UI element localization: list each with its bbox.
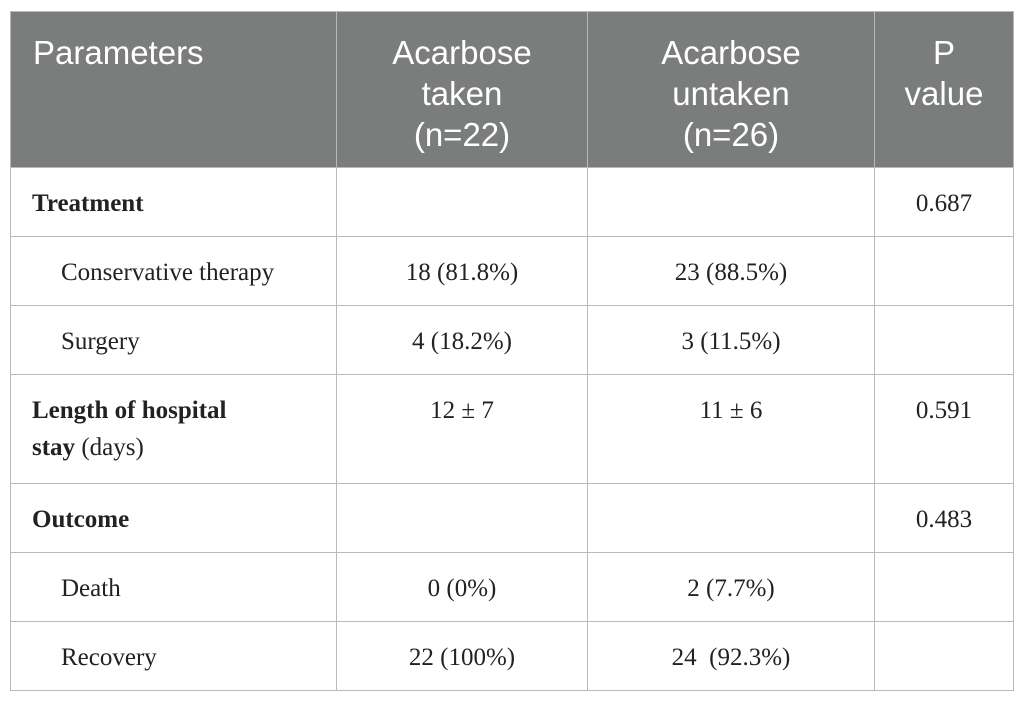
los-label-bold-2: stay <box>32 434 76 461</box>
cell-los-untaken: 11 ± 6 <box>587 374 875 484</box>
cell-los-taken: 12 ± 7 <box>336 374 588 484</box>
cell-los-p: 0.591 <box>874 374 1014 484</box>
table-row-recovery: Recovery 22 (100%) 24 (92.3%) <box>10 621 1014 691</box>
header-parameters: Parameters <box>10 11 337 168</box>
cell-recovery-taken: 22 (100%) <box>336 621 588 691</box>
row-label-length-of-stay: Length of hospital stay (days) <box>10 374 337 484</box>
header-p-line1: P <box>932 34 955 71</box>
cell-conservative-p <box>874 236 1014 306</box>
header-p-line2: value <box>904 75 984 112</box>
cell-treatment-p: 0.687 <box>874 167 1014 237</box>
los-label-unit: (days) <box>75 434 144 461</box>
row-label-death: Death <box>10 552 337 622</box>
cell-conservative-taken: 18 (81.8%) <box>336 236 588 306</box>
los-label-bold-1: Length of hospital <box>32 397 227 424</box>
header-taken-line1: Acarbose <box>392 34 532 71</box>
header-acarbose-taken: Acarbose taken (n=22) <box>336 11 588 168</box>
cell-outcome-untaken <box>587 483 875 553</box>
table-row-death: Death 0 (0%) 2 (7.7%) <box>10 552 1014 622</box>
cell-treatment-untaken <box>587 167 875 237</box>
row-label-surgery: Surgery <box>10 305 337 375</box>
header-parameters-text: Parameters <box>33 34 204 71</box>
cell-death-p <box>874 552 1014 622</box>
header-row: Parameters Acarbose taken (n=22) Acarbos… <box>10 11 1014 168</box>
header-untaken-line3: (n=26) <box>682 116 780 153</box>
table-header: Parameters Acarbose taken (n=22) Acarbos… <box>10 11 1014 168</box>
results-table: Parameters Acarbose taken (n=22) Acarbos… <box>10 11 1014 691</box>
header-p-value: P value <box>874 11 1014 168</box>
cell-outcome-taken <box>336 483 588 553</box>
cell-treatment-taken <box>336 167 588 237</box>
row-label-conservative-therapy: Conservative therapy <box>10 236 337 306</box>
cell-death-taken: 0 (0%) <box>336 552 588 622</box>
cell-recovery-untaken: 24 (92.3%) <box>587 621 875 691</box>
row-label-recovery: Recovery <box>10 621 337 691</box>
cell-outcome-p: 0.483 <box>874 483 1014 553</box>
header-acarbose-untaken: Acarbose untaken (n=26) <box>587 11 875 168</box>
row-label-outcome: Outcome <box>10 483 337 553</box>
cell-surgery-untaken: 3 (11.5%) <box>587 305 875 375</box>
row-label-treatment: Treatment <box>10 167 337 237</box>
table-body: Treatment 0.687 Conservative therapy 18 … <box>10 167 1014 691</box>
header-taken-line3: (n=22) <box>413 116 511 153</box>
table-row-length-of-stay: Length of hospital stay (days) 12 ± 7 11… <box>10 374 1014 484</box>
table-row-surgery: Surgery 4 (18.2%) 3 (11.5%) <box>10 305 1014 375</box>
table-row-treatment: Treatment 0.687 <box>10 167 1014 237</box>
table-row-conservative-therapy: Conservative therapy 18 (81.8%) 23 (88.5… <box>10 236 1014 306</box>
cell-death-untaken: 2 (7.7%) <box>587 552 875 622</box>
header-untaken-line1: Acarbose <box>661 34 801 71</box>
cell-surgery-taken: 4 (18.2%) <box>336 305 588 375</box>
header-taken-line2: taken <box>421 75 503 112</box>
cell-conservative-untaken: 23 (88.5%) <box>587 236 875 306</box>
cell-recovery-p <box>874 621 1014 691</box>
table-row-outcome: Outcome 0.483 <box>10 483 1014 553</box>
header-untaken-line2: untaken <box>672 75 790 112</box>
cell-surgery-p <box>874 305 1014 375</box>
